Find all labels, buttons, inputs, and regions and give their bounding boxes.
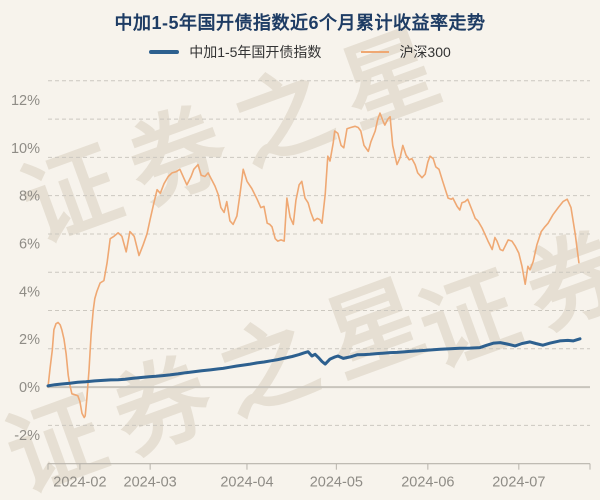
chart-legend: 中加1-5年国开债指数 沪深300 [0, 42, 600, 62]
x-axis-label: 2024-04 [220, 475, 273, 491]
y-axis-label: 10% [11, 141, 40, 157]
x-axis-label: 2024-06 [401, 475, 454, 491]
fund-index-line-swatch [149, 50, 180, 54]
x-axis-label: 2024-07 [492, 475, 545, 491]
legend-item-fund-index[interactable]: 中加1-5年国开债指数 [149, 42, 321, 62]
x-axis-label: 2024-03 [124, 475, 177, 491]
legend-label-csi300: 沪深300 [399, 44, 451, 60]
y-axis-label: 2% [19, 332, 40, 348]
y-axis-label: 6% [19, 237, 40, 253]
legend-label-fund-index: 中加1-5年国开债指数 [189, 44, 322, 60]
y-axis-label: 4% [19, 284, 40, 300]
x-axis-label: 2024-05 [310, 475, 363, 491]
chart-title: 中加1-5年国开债指数近6个月累计收益率走势 [114, 13, 486, 33]
y-axis-label: 8% [19, 189, 40, 205]
series-line-csi300 [47, 112, 580, 419]
legend-item-csi300[interactable]: 沪深300 [361, 42, 451, 62]
y-axis-label: 0% [19, 380, 40, 396]
series-line-fund-index [46, 337, 582, 388]
y-axis-label: -2% [14, 428, 40, 444]
csi300-line-swatch [361, 51, 390, 53]
y-axis-label: 12% [11, 93, 40, 109]
x-axis-label: 2024-02 [53, 475, 106, 491]
